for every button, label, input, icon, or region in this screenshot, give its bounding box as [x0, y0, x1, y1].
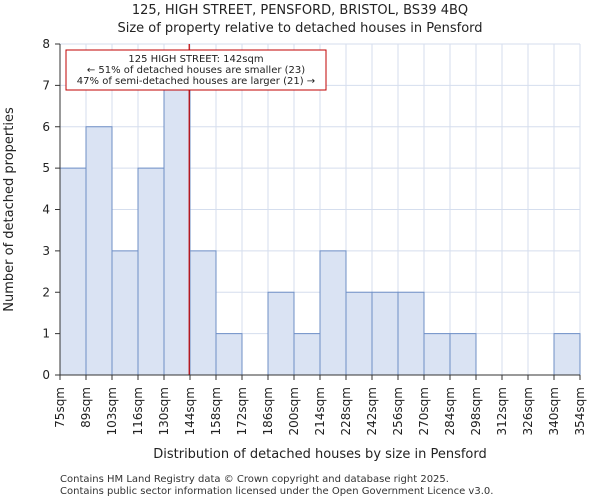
bar-228sqm [345, 291, 373, 376]
footer-line-2: Contains public sector information licen… [60, 486, 493, 497]
bar-186sqm [267, 291, 295, 376]
y-tick-label: 2 [42, 285, 50, 299]
y-tick-label: 7 [42, 78, 50, 92]
y-tick-label: 3 [42, 244, 50, 258]
bar-284sqm [449, 333, 477, 376]
annotation-frame [65, 49, 327, 91]
annotation-line-3: 47% of semi-detached houses are larger (… [77, 76, 315, 87]
bar-340sqm [553, 333, 581, 376]
x-tick-label: 89sqm [79, 387, 93, 428]
x-tick-label: 186sqm [261, 387, 275, 435]
footer-line-1: Contains HM Land Registry data © Crown c… [60, 474, 449, 485]
annotation-line-1: 125 HIGH STREET: 142sqm [128, 54, 263, 65]
y-tick-label: 1 [42, 327, 50, 341]
x-tick-label: 200sqm [287, 387, 301, 435]
x-tick-label: 354sqm [573, 387, 587, 435]
bar-130sqm [163, 84, 191, 376]
bar-242sqm [371, 291, 399, 376]
bar-103sqm [111, 250, 139, 376]
y-tick-label: 4 [42, 203, 50, 217]
x-tick-label: 228sqm [339, 387, 353, 435]
annotation-box: 125 HIGH STREET: 142sqm ← 51% of detache… [65, 49, 327, 91]
y-tick-label: 6 [42, 120, 50, 134]
y-tick-label: 8 [42, 37, 50, 51]
bar-256sqm [397, 291, 425, 376]
x-tick-label: 75sqm [53, 387, 67, 428]
y-tick-label: 5 [42, 161, 50, 175]
chart-title: 125, HIGH STREET, PENSFORD, BRISTOL, BS3… [132, 3, 468, 18]
x-tick-label: 256sqm [391, 387, 405, 435]
x-tick-label: 270sqm [417, 387, 431, 435]
x-tick-label: 172sqm [235, 387, 249, 435]
y-ticks: 0 1 2 3 4 5 6 7 8 [42, 37, 60, 382]
x-tick-label: 116sqm [131, 387, 145, 435]
y-axis-label: Number of detached properties [2, 107, 17, 312]
bar-200sqm [293, 333, 321, 376]
bar-89sqm [85, 126, 113, 376]
x-tick-label: 326sqm [521, 387, 535, 435]
x-tick-label: 214sqm [313, 387, 327, 435]
x-tick-label: 298sqm [469, 387, 483, 435]
x-tick-label: 103sqm [105, 387, 119, 435]
y-tick-label: 0 [42, 368, 50, 382]
bar-144sqm [189, 250, 217, 376]
x-tick-label: 158sqm [209, 387, 223, 435]
bar-158sqm [215, 333, 243, 376]
bar-214sqm [319, 250, 347, 376]
x-tick-label: 312sqm [495, 387, 509, 435]
x-axis-label: Distribution of detached houses by size … [153, 447, 487, 462]
x-tick-label: 242sqm [365, 387, 379, 435]
x-tick-label: 284sqm [443, 387, 457, 435]
x-ticks: 75sqm 89sqm 103sqm 116sqm 130sqm 144sqm 158sqm… [53, 375, 587, 435]
x-tick-label: 340sqm [547, 387, 561, 435]
bar-75sqm [59, 167, 87, 376]
x-tick-label: 130sqm [157, 387, 171, 435]
bars [59, 84, 581, 376]
x-tick-label: 144sqm [183, 387, 197, 435]
chart-subtitle: Size of property relative to detached ho… [117, 21, 482, 36]
bar-270sqm [423, 333, 451, 376]
bar-116sqm [137, 167, 165, 376]
annotation-line-2: ← 51% of detached houses are smaller (23… [87, 65, 305, 76]
